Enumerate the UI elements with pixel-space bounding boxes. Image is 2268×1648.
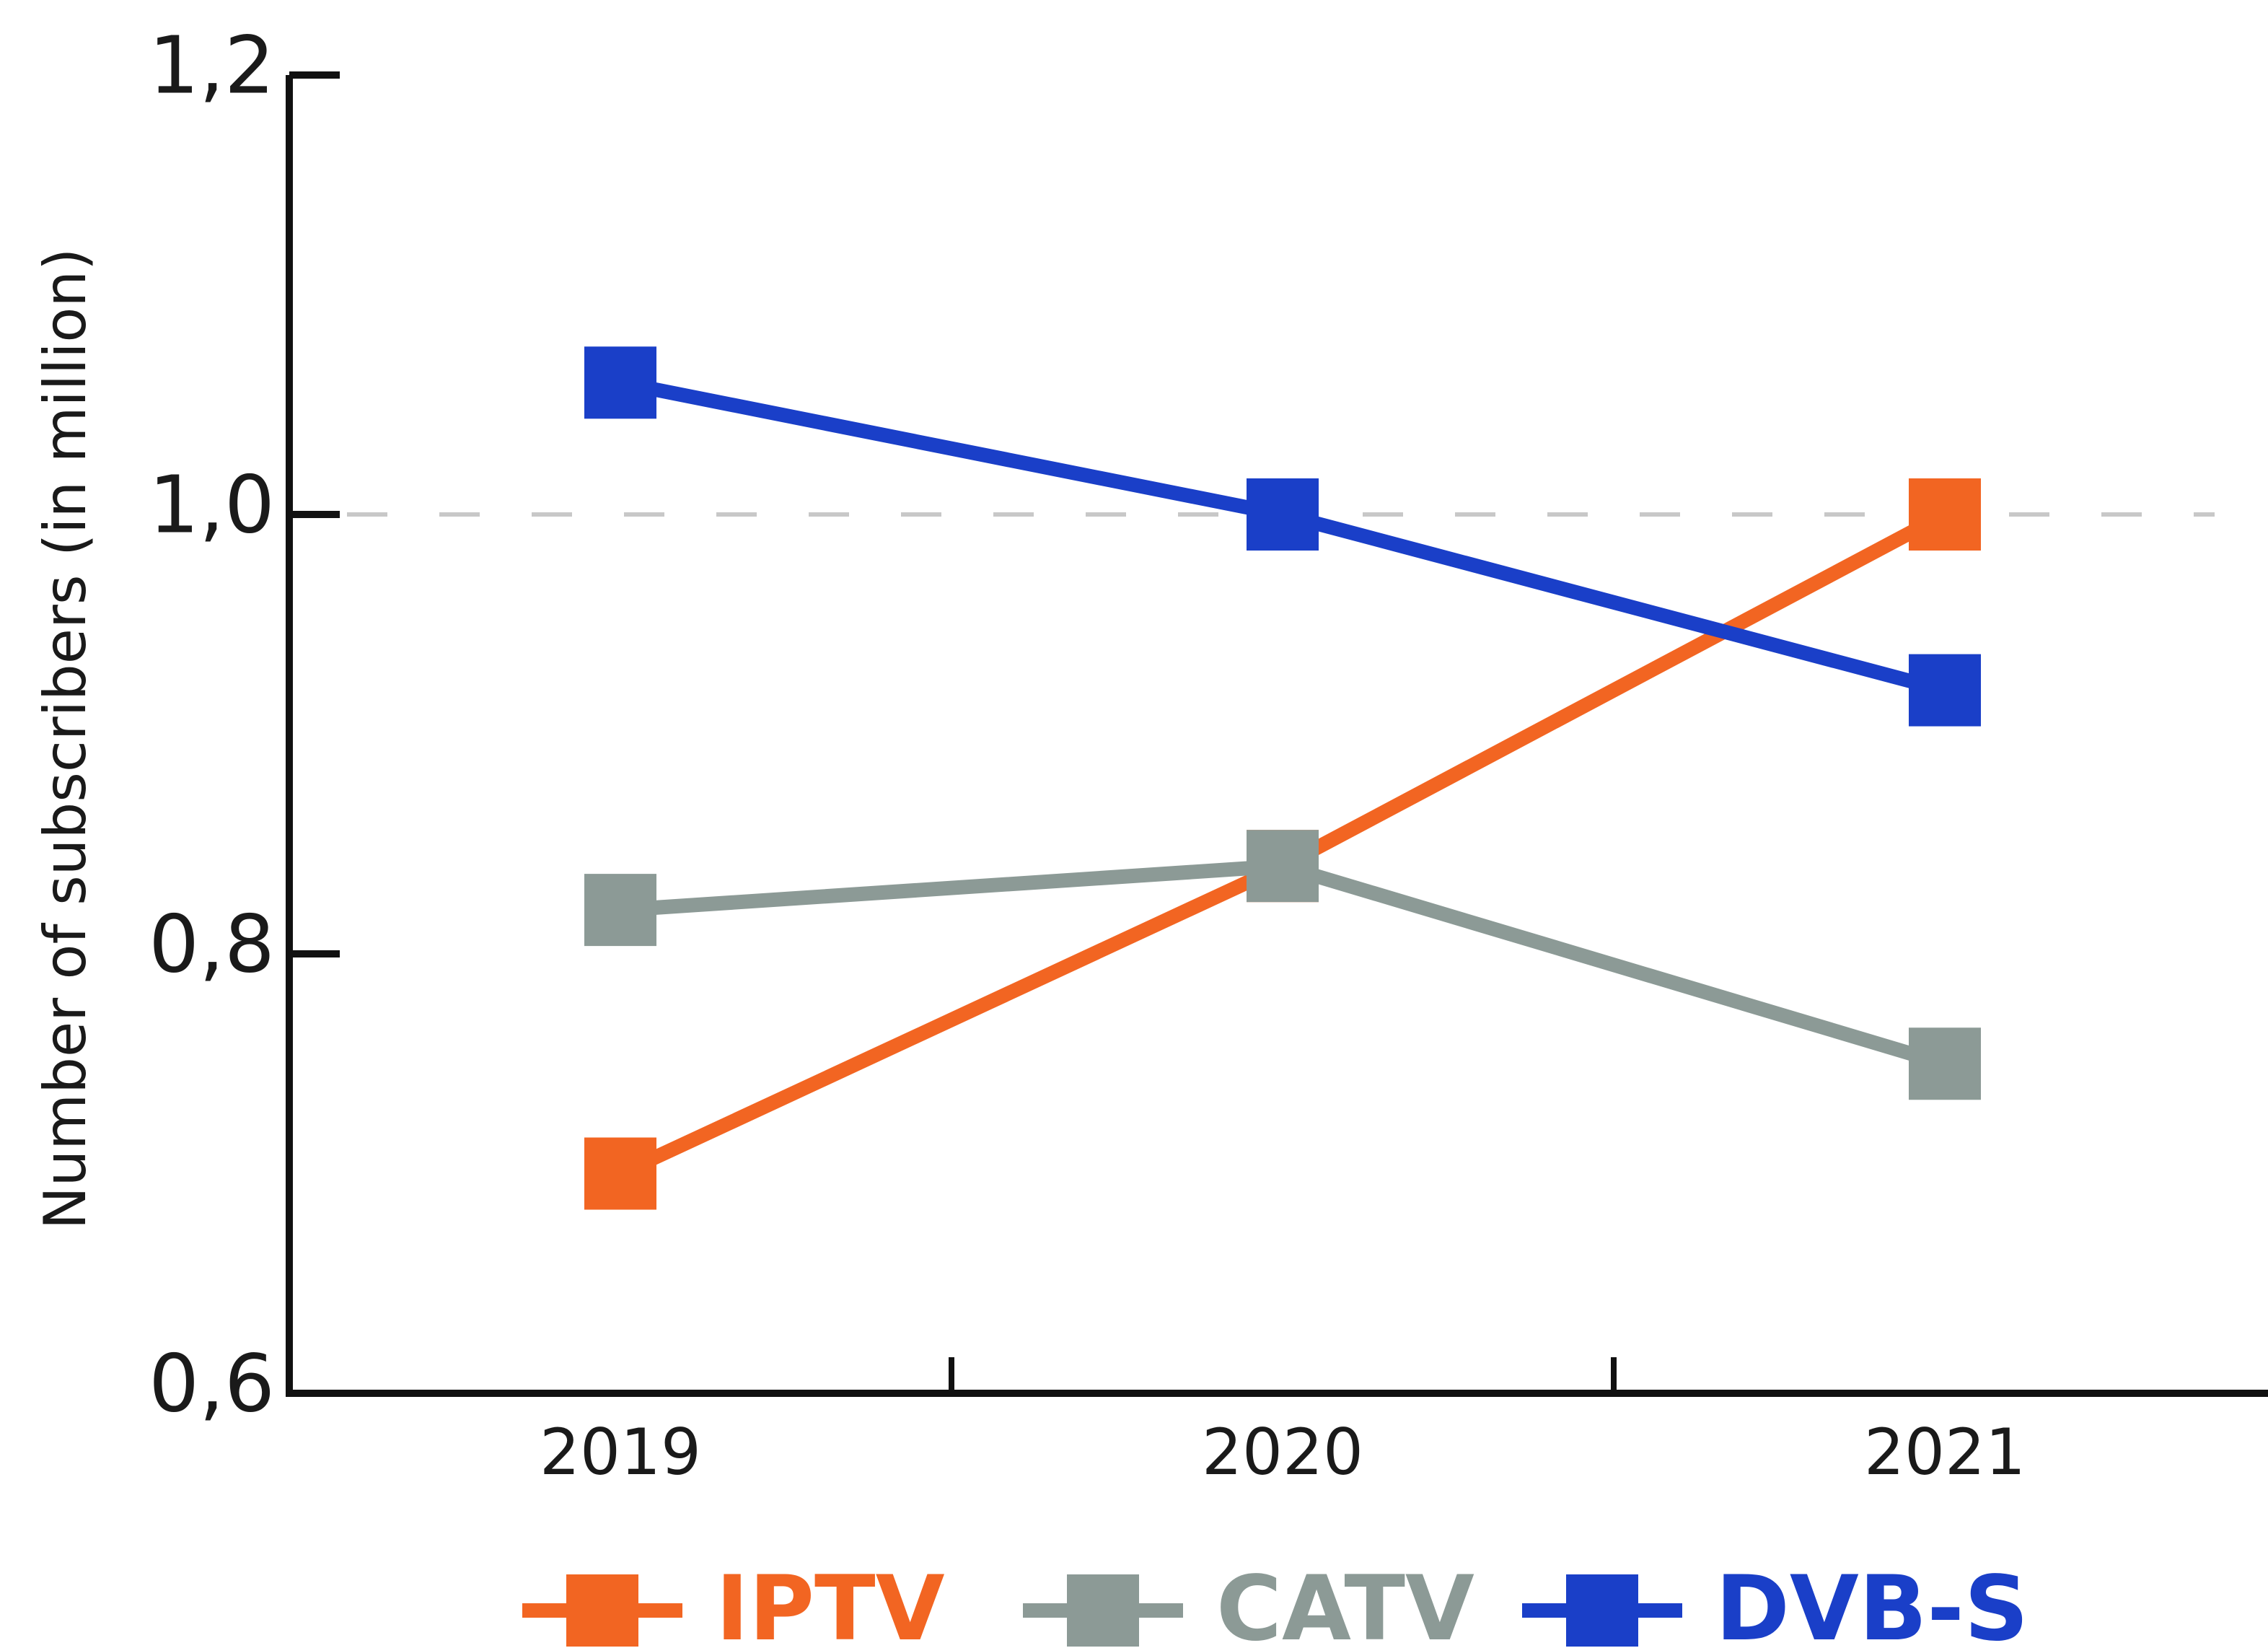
series-marker bbox=[584, 346, 656, 419]
y-tick-label: 1,0 bbox=[149, 458, 275, 551]
x-tick-label: 2020 bbox=[1202, 1415, 1363, 1489]
series-marker bbox=[1247, 478, 1319, 551]
series-marker bbox=[1909, 654, 1981, 727]
series-marker bbox=[1247, 830, 1319, 903]
x-tick-label: 2021 bbox=[1864, 1415, 2026, 1489]
legend-label: CATV bbox=[1216, 1557, 1474, 1648]
legend-label: IPTV bbox=[716, 1557, 945, 1648]
series-marker bbox=[584, 1137, 656, 1210]
legend-label: DVB-S bbox=[1715, 1557, 2029, 1648]
x-tick-label: 2019 bbox=[540, 1415, 701, 1489]
y-tick-label: 0,8 bbox=[149, 898, 275, 990]
legend-marker bbox=[1566, 1574, 1638, 1647]
series-marker bbox=[1909, 1027, 1981, 1100]
series-marker bbox=[1909, 478, 1981, 551]
legend-marker bbox=[566, 1574, 638, 1647]
y-tick-label: 1,2 bbox=[149, 19, 275, 111]
y-axis-label: Number of subscribers (in million) bbox=[32, 248, 99, 1230]
legend-marker bbox=[1067, 1574, 1139, 1647]
y-tick-label: 0,6 bbox=[149, 1337, 275, 1429]
series-marker bbox=[584, 874, 656, 947]
